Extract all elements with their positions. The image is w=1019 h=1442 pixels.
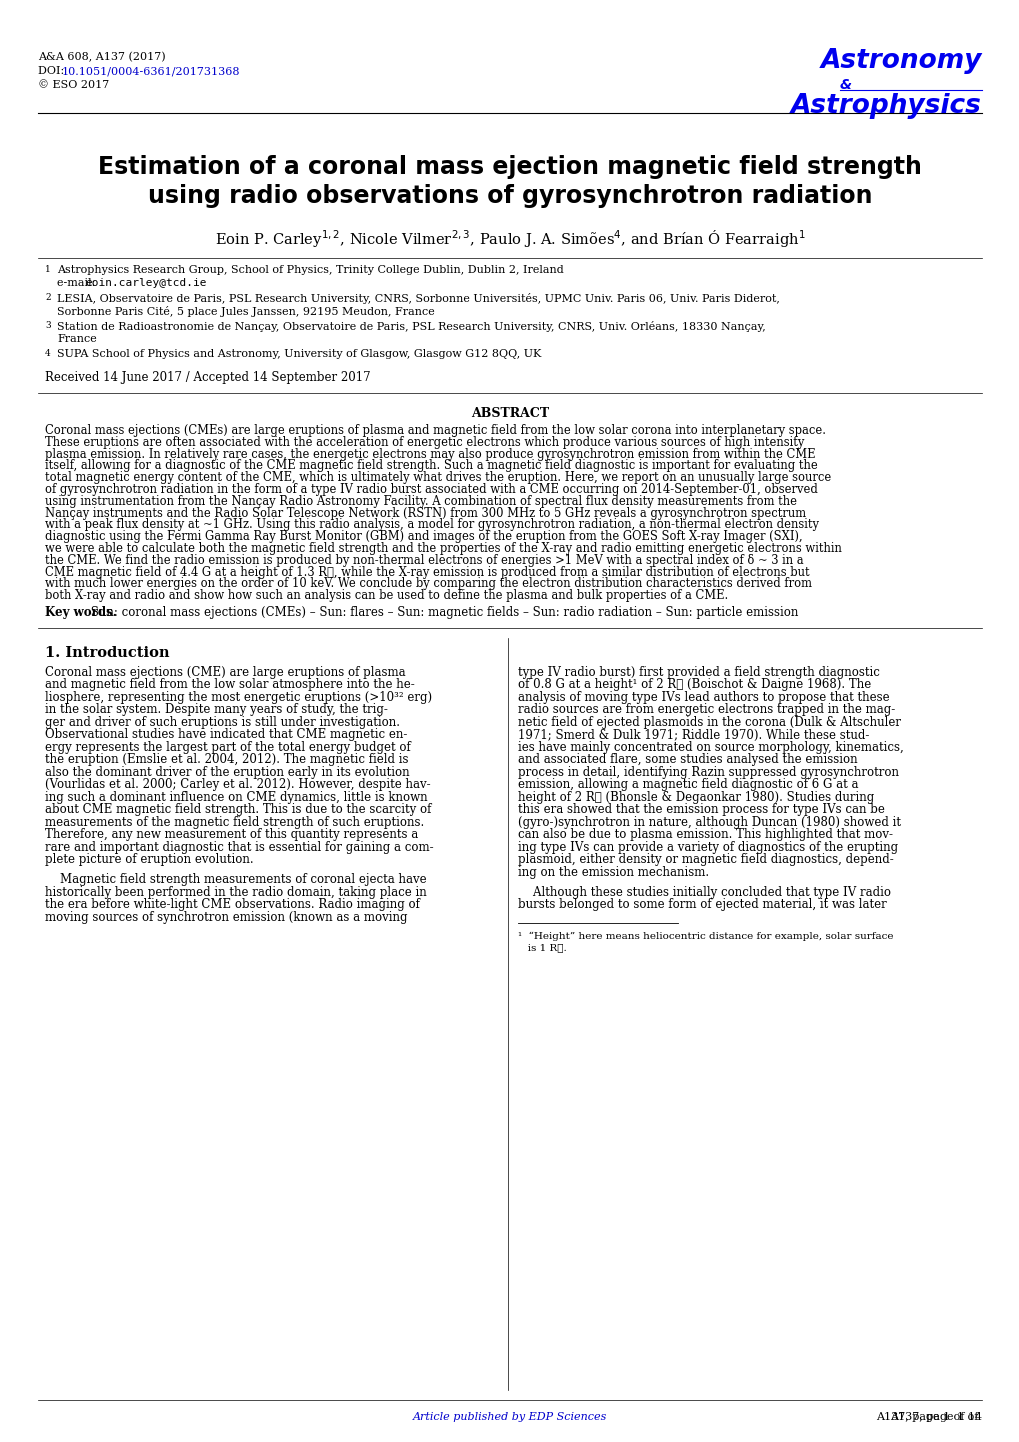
Text: and magnetic field from the low solar atmosphere into the he-: and magnetic field from the low solar at… [45, 679, 415, 692]
Text: Magnetic field strength measurements of coronal ejecta have: Magnetic field strength measurements of … [45, 874, 426, 887]
Text: we were able to calculate both the magnetic field strength and the properties of: we were able to calculate both the magne… [45, 542, 841, 555]
Text: both X-ray and radio and show how such an analysis can be used to define the pla: both X-ray and radio and show how such a… [45, 590, 728, 603]
Text: ing type IVs can provide a variety of diagnostics of the erupting: ing type IVs can provide a variety of di… [518, 841, 898, 854]
Text: &: & [840, 78, 851, 92]
Text: the era before white-light CME observations. Radio imaging of: the era before white-light CME observati… [45, 898, 420, 911]
Text: 3: 3 [45, 322, 51, 330]
Text: CME magnetic field of 4.4 G at a height of 1.3 R☉, while the X-ray emission is p: CME magnetic field of 4.4 G at a height … [45, 565, 809, 578]
Text: LESIA, Observatoire de Paris, PSL Research University, CNRS, Sorbonne Université: LESIA, Observatoire de Paris, PSL Resear… [57, 293, 780, 304]
Text: about CME magnetic field strength. This is due to the scarcity of: about CME magnetic field strength. This … [45, 803, 431, 816]
Text: DOI:: DOI: [38, 66, 67, 76]
Text: A137, page 1 of 14: A137, page 1 of 14 [875, 1412, 981, 1422]
Text: with a peak flux density at ~1 GHz. Using this radio analysis, a model for gyros: with a peak flux density at ~1 GHz. Usin… [45, 519, 818, 532]
Text: (gyro-)synchrotron in nature, although Duncan (1980) showed it: (gyro-)synchrotron in nature, although D… [518, 816, 900, 829]
Text: Astronomy: Astronomy [819, 48, 981, 74]
Text: ing on the emission mechanism.: ing on the emission mechanism. [518, 867, 708, 880]
Text: liosphere, representing the most energetic eruptions (>10³² erg): liosphere, representing the most energet… [45, 691, 432, 704]
Text: ¹  “Height” here means heliocentric distance for example, solar surface: ¹ “Height” here means heliocentric dista… [518, 932, 893, 942]
Text: 4: 4 [45, 349, 51, 358]
Text: Astrophysics Research Group, School of Physics, Trinity College Dublin, Dublin 2: Astrophysics Research Group, School of P… [57, 265, 564, 275]
Text: the eruption (Emslie et al. 2004, 2012). The magnetic field is: the eruption (Emslie et al. 2004, 2012).… [45, 754, 408, 767]
Text: can also be due to plasma emission. This highlighted that mov-: can also be due to plasma emission. This… [518, 829, 892, 842]
Text: 1: 1 [45, 265, 51, 274]
Text: 2: 2 [45, 293, 51, 301]
Text: plete picture of eruption evolution.: plete picture of eruption evolution. [45, 854, 254, 867]
Text: this era showed that the emission process for type IVs can be: this era showed that the emission proces… [518, 803, 884, 816]
Text: using radio observations of gyrosynchrotron radiation: using radio observations of gyrosynchrot… [148, 185, 871, 208]
Text: (Vourlidas et al. 2000; Carley et al. 2012). However, despite hav-: (Vourlidas et al. 2000; Carley et al. 20… [45, 779, 430, 792]
Text: emission, allowing a magnetic field diagnostic of 6 G at a: emission, allowing a magnetic field diag… [518, 779, 858, 792]
Text: ger and driver of such eruptions is still under investigation.: ger and driver of such eruptions is stil… [45, 717, 399, 730]
Text: also the dominant driver of the eruption early in its evolution: also the dominant driver of the eruption… [45, 766, 410, 779]
Text: measurements of the magnetic field strength of such eruptions.: measurements of the magnetic field stren… [45, 816, 424, 829]
Text: itself, allowing for a diagnostic of the CME magnetic field strength. Such a mag: itself, allowing for a diagnostic of the… [45, 460, 817, 473]
Text: France: France [57, 335, 97, 345]
Text: historically been performed in the radio domain, taking place in: historically been performed in the radio… [45, 885, 426, 898]
Text: 1971; Smerd & Dulk 1971; Riddle 1970). While these stud-: 1971; Smerd & Dulk 1971; Riddle 1970). W… [518, 728, 868, 741]
Text: These eruptions are often associated with the acceleration of energetic electron: These eruptions are often associated wit… [45, 435, 804, 448]
Text: e-mail:: e-mail: [57, 278, 99, 288]
Text: Estimation of a coronal mass ejection magnetic field strength: Estimation of a coronal mass ejection ma… [98, 154, 921, 179]
Text: process in detail, identifying Razin suppressed gyrosynchrotron: process in detail, identifying Razin sup… [518, 766, 898, 779]
Text: ies have mainly concentrated on source morphology, kinematics,: ies have mainly concentrated on source m… [518, 741, 903, 754]
Text: in the solar system. Despite many years of study, the trig-: in the solar system. Despite many years … [45, 704, 387, 717]
Text: Although these studies initially concluded that type IV radio: Although these studies initially conclud… [518, 885, 891, 898]
Text: A137, page 1 of: A137, page 1 of [890, 1412, 981, 1422]
Text: moving sources of synchrotron emission (known as a moving: moving sources of synchrotron emission (… [45, 911, 408, 924]
Text: Sun: coronal mass ejections (CMEs) – Sun: flares – Sun: magnetic fields – Sun: r: Sun: coronal mass ejections (CMEs) – Sun… [87, 606, 798, 619]
Text: and associated flare, some studies analysed the emission: and associated flare, some studies analy… [518, 754, 857, 767]
Text: Key words.: Key words. [45, 606, 117, 619]
Text: Astrophysics: Astrophysics [791, 92, 981, 120]
Text: Nançay instruments and the Radio Solar Telescope Network (RSTN) from 300 MHz to : Nançay instruments and the Radio Solar T… [45, 506, 805, 519]
Text: analysis of moving type IVs lead authors to propose that these: analysis of moving type IVs lead authors… [518, 691, 889, 704]
Text: rare and important diagnostic that is essential for gaining a com-: rare and important diagnostic that is es… [45, 841, 433, 854]
Text: of gyrosynchrotron radiation in the form of a type IV radio burst associated wit: of gyrosynchrotron radiation in the form… [45, 483, 817, 496]
Text: using instrumentation from the Nançay Radio Astronomy Facility. A combination of: using instrumentation from the Nançay Ra… [45, 495, 796, 508]
Text: Eoin P. Carley$^{1, 2}$, Nicole Vilmer$^{2, 3}$, Paulo J. A. Simões$^{4}$, and B: Eoin P. Carley$^{1, 2}$, Nicole Vilmer$^… [215, 228, 804, 249]
Text: Observational studies have indicated that CME magnetic en-: Observational studies have indicated tha… [45, 728, 407, 741]
Text: is 1 R☉.: is 1 R☉. [518, 943, 567, 952]
Text: © ESO 2017: © ESO 2017 [38, 79, 109, 89]
Text: radio sources are from energetic electrons trapped in the mag-: radio sources are from energetic electro… [518, 704, 895, 717]
Text: 1. Introduction: 1. Introduction [45, 646, 169, 660]
Text: Therefore, any new measurement of this quantity represents a: Therefore, any new measurement of this q… [45, 829, 418, 842]
Text: bursts belonged to some form of ejected material, it was later: bursts belonged to some form of ejected … [518, 898, 886, 911]
Text: Station de Radioastronomie de Nançay, Observatoire de Paris, PSL Research Univer: Station de Radioastronomie de Nançay, Ob… [57, 322, 765, 332]
Text: plasma emission. In relatively rare cases, the energetic electrons may also prod: plasma emission. In relatively rare case… [45, 447, 815, 460]
Text: Coronal mass ejections (CME) are large eruptions of plasma: Coronal mass ejections (CME) are large e… [45, 666, 406, 679]
Text: Coronal mass ejections (CMEs) are large eruptions of plasma and magnetic field f: Coronal mass ejections (CMEs) are large … [45, 424, 825, 437]
Text: height of 2 R☉ (Bhonsle & Degaonkar 1980). Studies during: height of 2 R☉ (Bhonsle & Degaonkar 1980… [518, 792, 873, 805]
Text: eoin.carley@tcd.ie: eoin.carley@tcd.ie [85, 278, 206, 288]
Text: the CME. We find the radio emission is produced by non-thermal electrons of ener: the CME. We find the radio emission is p… [45, 554, 803, 567]
Text: ABSTRACT: ABSTRACT [471, 407, 548, 420]
Text: Received 14 June 2017 / Accepted 14 September 2017: Received 14 June 2017 / Accepted 14 Sept… [45, 371, 370, 384]
Text: of 0.8 G at a height¹ of 2 R☉ (Boischot & Daigne 1968). The: of 0.8 G at a height¹ of 2 R☉ (Boischot … [518, 679, 870, 692]
Text: plasmoid, either density or magnetic field diagnostics, depend-: plasmoid, either density or magnetic fie… [518, 854, 893, 867]
Text: netic field of ejected plasmoids in the corona (Dulk & Altschuler: netic field of ejected plasmoids in the … [518, 717, 900, 730]
Text: Article published by EDP Sciences: Article published by EDP Sciences [413, 1412, 606, 1422]
Text: ing such a dominant influence on CME dynamics, little is known: ing such a dominant influence on CME dyn… [45, 792, 427, 805]
Text: 10.1051/0004-6361/201731368: 10.1051/0004-6361/201731368 [62, 66, 240, 76]
Text: diagnostic using the Fermi Gamma Ray Burst Monitor (GBM) and images of the erupt: diagnostic using the Fermi Gamma Ray Bur… [45, 531, 802, 544]
Text: A&A 608, A137 (2017): A&A 608, A137 (2017) [38, 52, 165, 62]
Text: with much lower energies on the order of 10 keV. We conclude by comparing the el: with much lower energies on the order of… [45, 577, 811, 590]
Text: ergy represents the largest part of the total energy budget of: ergy represents the largest part of the … [45, 741, 411, 754]
Text: Sorbonne Paris Cité, 5 place Jules Janssen, 92195 Meudon, France: Sorbonne Paris Cité, 5 place Jules Janss… [57, 306, 434, 317]
Text: SUPA School of Physics and Astronomy, University of Glasgow, Glasgow G12 8QQ, UK: SUPA School of Physics and Astronomy, Un… [57, 349, 541, 359]
Text: total magnetic energy content of the CME, which is ultimately what drives the er: total magnetic energy content of the CME… [45, 472, 830, 485]
Text: type IV radio burst) first provided a field strength diagnostic: type IV radio burst) first provided a fi… [518, 666, 879, 679]
